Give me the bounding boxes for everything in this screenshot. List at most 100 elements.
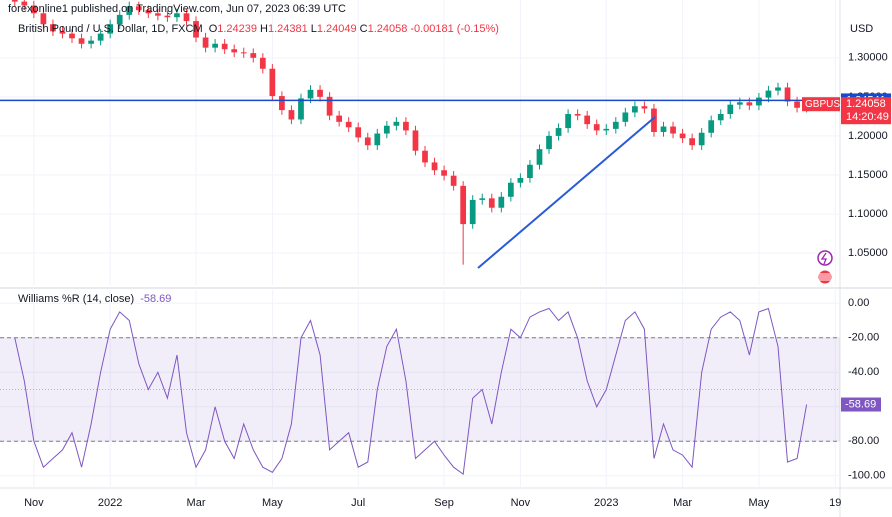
candle-body (212, 43, 218, 48)
candle-body (756, 97, 762, 106)
x-tick-label: May (749, 497, 770, 509)
candle-body (383, 125, 390, 134)
candle-body (479, 198, 486, 200)
marks (0, 0, 840, 475)
event-icon[interactable] (817, 250, 833, 266)
candle-body (775, 87, 781, 91)
ohlc-value: 1.24058 (367, 23, 408, 35)
candle-body (469, 199, 476, 225)
candle-body (765, 90, 772, 98)
y-tick-label: -20.00 (848, 332, 879, 344)
indicator-title: Williams %R (14, close) (18, 293, 135, 305)
candle-body (488, 198, 495, 208)
candle-body (107, 24, 114, 34)
change-value: -0.00181 (410, 23, 454, 35)
candle-body (717, 114, 724, 121)
last-price-box (841, 97, 891, 125)
candle-body (412, 130, 419, 151)
candle-body (288, 110, 295, 120)
candle-body (422, 150, 428, 163)
candle-body (584, 115, 591, 125)
candle-body (97, 33, 104, 41)
candle-body (784, 87, 791, 102)
y-tick-label: 1.10000 (848, 208, 888, 220)
y-tick-label: 1.15000 (848, 169, 888, 181)
x-tick-label: 19 (829, 497, 841, 509)
y-tick-label: 1.05000 (848, 247, 888, 259)
candle-body (279, 96, 285, 111)
ohlc-label: H (260, 23, 268, 35)
x-tick-label: 2022 (98, 497, 122, 509)
symbol-label: GBPUSD (805, 99, 847, 110)
indicator-value: -58.69 (140, 293, 172, 305)
candle-body (441, 170, 447, 176)
candle-body (574, 114, 581, 116)
candle-body (30, 5, 37, 14)
candle-body (298, 98, 304, 120)
x-tick-label: Nov (24, 497, 44, 509)
publish-info: forexonline1 published on TradingView.co… (8, 3, 346, 15)
candle-body (393, 121, 400, 126)
candle-body (498, 196, 505, 208)
candle-body (736, 102, 743, 105)
y-tick-label: 1.20000 (848, 130, 888, 142)
ohlc-value: 1.24381 (267, 23, 308, 35)
x-tick-label: Sep (434, 497, 454, 509)
y-tick-label: -100.00 (848, 470, 885, 482)
candle-body (708, 120, 715, 133)
candle-body (641, 106, 648, 109)
candle-body (660, 126, 667, 132)
candle-body (679, 133, 686, 139)
ohlc-value: 1.24049 (316, 23, 357, 35)
candle-body (135, 6, 142, 11)
x-tick-label: Nov (511, 497, 531, 509)
candle-body (508, 182, 514, 197)
candle-body (727, 104, 734, 115)
candle-body (126, 6, 133, 15)
candle-body (612, 121, 619, 129)
candle-body (164, 15, 171, 18)
symbol-title: British Pound / U.S. Dollar, 1D, FXCM (18, 23, 203, 35)
candle-body (307, 89, 314, 99)
candle-body (231, 49, 238, 53)
trend-line (477, 116, 656, 269)
williams-line (14, 307, 808, 475)
x-tick-label: 2023 (594, 497, 618, 509)
candle-body (450, 175, 457, 186)
flag-icon-stripe (819, 273, 831, 281)
candle-body (593, 124, 600, 131)
candle-body (155, 13, 161, 16)
candle-body (603, 128, 610, 131)
candle-body (193, 21, 199, 38)
symbol-legend: British Pound / U.S. Dollar, 1D, FXCM O1… (18, 23, 502, 35)
y-tick-label: -80.00 (848, 435, 879, 447)
candle-body (174, 13, 180, 18)
x-tick-label: May (262, 497, 283, 509)
currency-label: USD (850, 23, 873, 35)
candle-body (670, 126, 676, 134)
ohlc-value: 1.24239 (217, 23, 258, 35)
event-icon-bolt (820, 252, 827, 265)
candle-body (336, 115, 342, 122)
candle-body (364, 137, 371, 146)
indicator-legend: Williams %R (14, close) -58.69 (18, 293, 171, 305)
y-tick-label: -40.00 (848, 366, 879, 378)
candle-body (145, 10, 152, 14)
candle-body (78, 38, 85, 44)
ohlc-label: C (359, 23, 368, 35)
indicator-value-label: -58.69 (845, 398, 876, 410)
indicator-value-box (841, 397, 881, 412)
candle-body (355, 127, 362, 138)
grid (0, 0, 840, 487)
x-tick-label: Jul (351, 497, 365, 509)
candle-body (698, 132, 705, 146)
candle-body (403, 121, 409, 131)
candle-body (88, 40, 94, 44)
candle-body (746, 102, 753, 106)
candle-body (527, 164, 533, 179)
candle-body (11, 0, 18, 2)
x-tick-label: Mar (673, 497, 692, 509)
